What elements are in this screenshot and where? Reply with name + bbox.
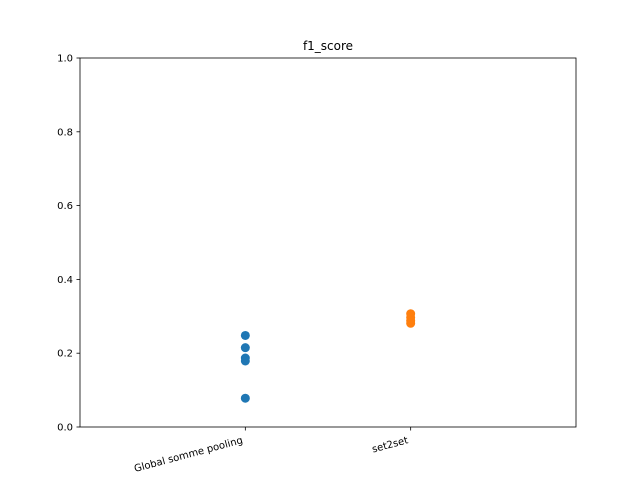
data-point [240,330,250,340]
data-point [240,356,250,366]
y-tick-label: 0.6 [57,201,73,212]
y-tick-label: 1.0 [57,54,73,65]
y-axis: 0.0 0.2 0.4 0.6 0.8 1.0 [57,54,80,434]
y-tick-label: 0.4 [57,275,73,286]
y-tick-label: 0.0 [57,423,73,434]
data-point [406,318,416,328]
data-points [240,309,416,403]
data-point [240,393,250,403]
y-tick-label: 0.8 [57,127,73,138]
plot-frame [79,57,577,428]
chart-title: f1_score [303,39,353,53]
data-point [240,343,250,353]
y-tick-label: 0.2 [57,349,73,360]
